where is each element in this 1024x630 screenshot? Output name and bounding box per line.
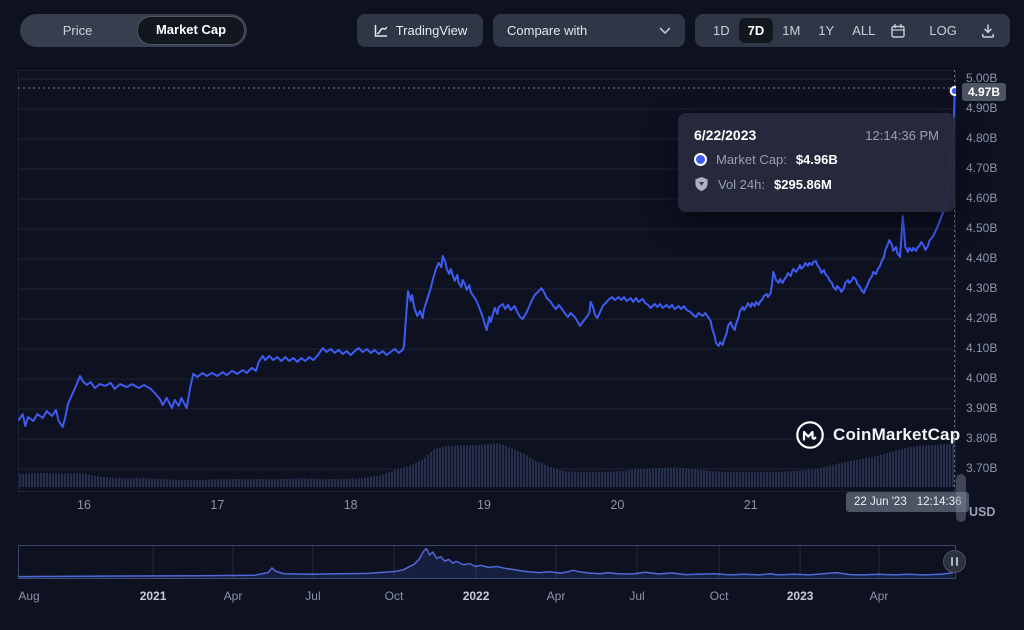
calendar-button[interactable] (884, 23, 912, 39)
watermark-text: CoinMarketCap (833, 425, 961, 444)
range-axis-label: Apr (223, 589, 243, 603)
range-1d-button[interactable]: 1D (713, 23, 730, 38)
range-axis-label: Apr (546, 589, 566, 603)
download-button[interactable] (974, 23, 1002, 39)
main-chart[interactable] (18, 70, 956, 492)
y-axis-label: 4.00B (966, 371, 998, 385)
tooltip-time: 12:14:36 PM (865, 128, 939, 143)
x-axis-label: 21 (743, 498, 758, 512)
x-axis-label: 18 (343, 498, 358, 512)
range-7d-button[interactable]: 7D (738, 18, 774, 43)
x-axis-label: 16 (77, 498, 91, 512)
badge-time: 12:14:36 (916, 496, 962, 508)
y-axis-label: 4.20B (966, 311, 998, 325)
range-selector-chart[interactable] (18, 545, 956, 579)
range-axis-label: 2021 (139, 589, 167, 603)
range-axis-label: Oct (709, 589, 729, 603)
market-cap-series-icon (694, 153, 707, 166)
currency-unit-label: USD (969, 505, 996, 519)
market-cap-chart-svg (18, 70, 956, 492)
y-axis-label: 4.10B (966, 341, 998, 355)
chart-tooltip: 6/22/2023 12:14:36 PM Market Cap: $4.96B… (678, 113, 955, 212)
range-axis-label: 2022 (462, 589, 490, 603)
tooltip-volume-value: $295.86M (774, 176, 832, 192)
x-axis-label: 19 (477, 498, 491, 512)
crosshair-date-badge: 22 Jun '23 12:14:36 (846, 492, 970, 512)
tooltip-marketcap-value: $4.96B (795, 152, 838, 167)
range-selector-svg (18, 545, 956, 579)
badge-date: 22 Jun '23 (854, 496, 907, 508)
chevron-down-icon (659, 27, 671, 35)
y-axis-label: 4.70B (966, 161, 998, 175)
price-toggle-button[interactable]: Price (62, 23, 93, 38)
tooltip-volume-label: Vol 24h: (718, 176, 765, 192)
y-axis-label: 3.90B (966, 401, 998, 415)
axis-scrollbar[interactable] (956, 474, 966, 522)
y-axis-label: 4.30B (966, 281, 998, 295)
y-axis-label: 4.90B (966, 101, 998, 115)
tradingview-chart-icon (373, 23, 389, 39)
compare-with-label: Compare with (507, 23, 588, 38)
tooltip-date: 6/22/2023 (694, 127, 757, 143)
range-1m-button[interactable]: 1M (782, 23, 801, 38)
range-axis-label: Aug (18, 589, 40, 603)
range-axis-label: Apr (869, 589, 889, 603)
y-axis-label: 3.80B (966, 431, 998, 445)
x-axis-label: 20 (610, 498, 625, 512)
volume-bars (19, 443, 954, 487)
y-axis-label: 4.80B (966, 131, 998, 145)
range-drag-handle[interactable] (943, 550, 966, 573)
coinmarketcap-logo-icon (795, 420, 825, 450)
y-axis-label: 5.00B (966, 71, 998, 85)
y-axis-label: 3.70B (966, 461, 998, 475)
x-axis-label: 17 (210, 498, 225, 512)
y-axis-label: 4.60B (966, 191, 998, 205)
log-scale-button[interactable]: LOG (929, 23, 957, 38)
y-axis-label: 4.40B (966, 251, 998, 265)
compare-with-dropdown[interactable]: Compare with (493, 14, 685, 47)
tradingview-button[interactable]: TradingView (357, 14, 483, 47)
range-axis-label: 2023 (786, 589, 814, 603)
range-selector-group: 1D 7D 1M 1Y ALL LOG (695, 14, 1010, 47)
range-1y-button[interactable]: 1Y (818, 23, 835, 38)
range-all-button[interactable]: ALL (852, 23, 876, 38)
tooltip-marketcap-label: Market Cap: (716, 152, 787, 167)
coinmarketcap-watermark: CoinMarketCap (795, 420, 960, 450)
range-axis-label: Jul (629, 589, 645, 603)
range-axis-label: Jul (305, 589, 321, 603)
price-marketcap-toggle: Price Market Cap (20, 14, 247, 47)
download-icon (980, 23, 996, 39)
calendar-icon (890, 23, 906, 39)
tradingview-label: TradingView (395, 23, 468, 38)
volume-shield-icon (694, 176, 709, 192)
marketcap-toggle-button[interactable]: Market Cap (137, 16, 245, 45)
y-axis-label: 4.50B (966, 221, 998, 235)
current-value-axis-chip: 4.97B (962, 83, 1007, 101)
range-axis-label: Oct (384, 589, 404, 603)
